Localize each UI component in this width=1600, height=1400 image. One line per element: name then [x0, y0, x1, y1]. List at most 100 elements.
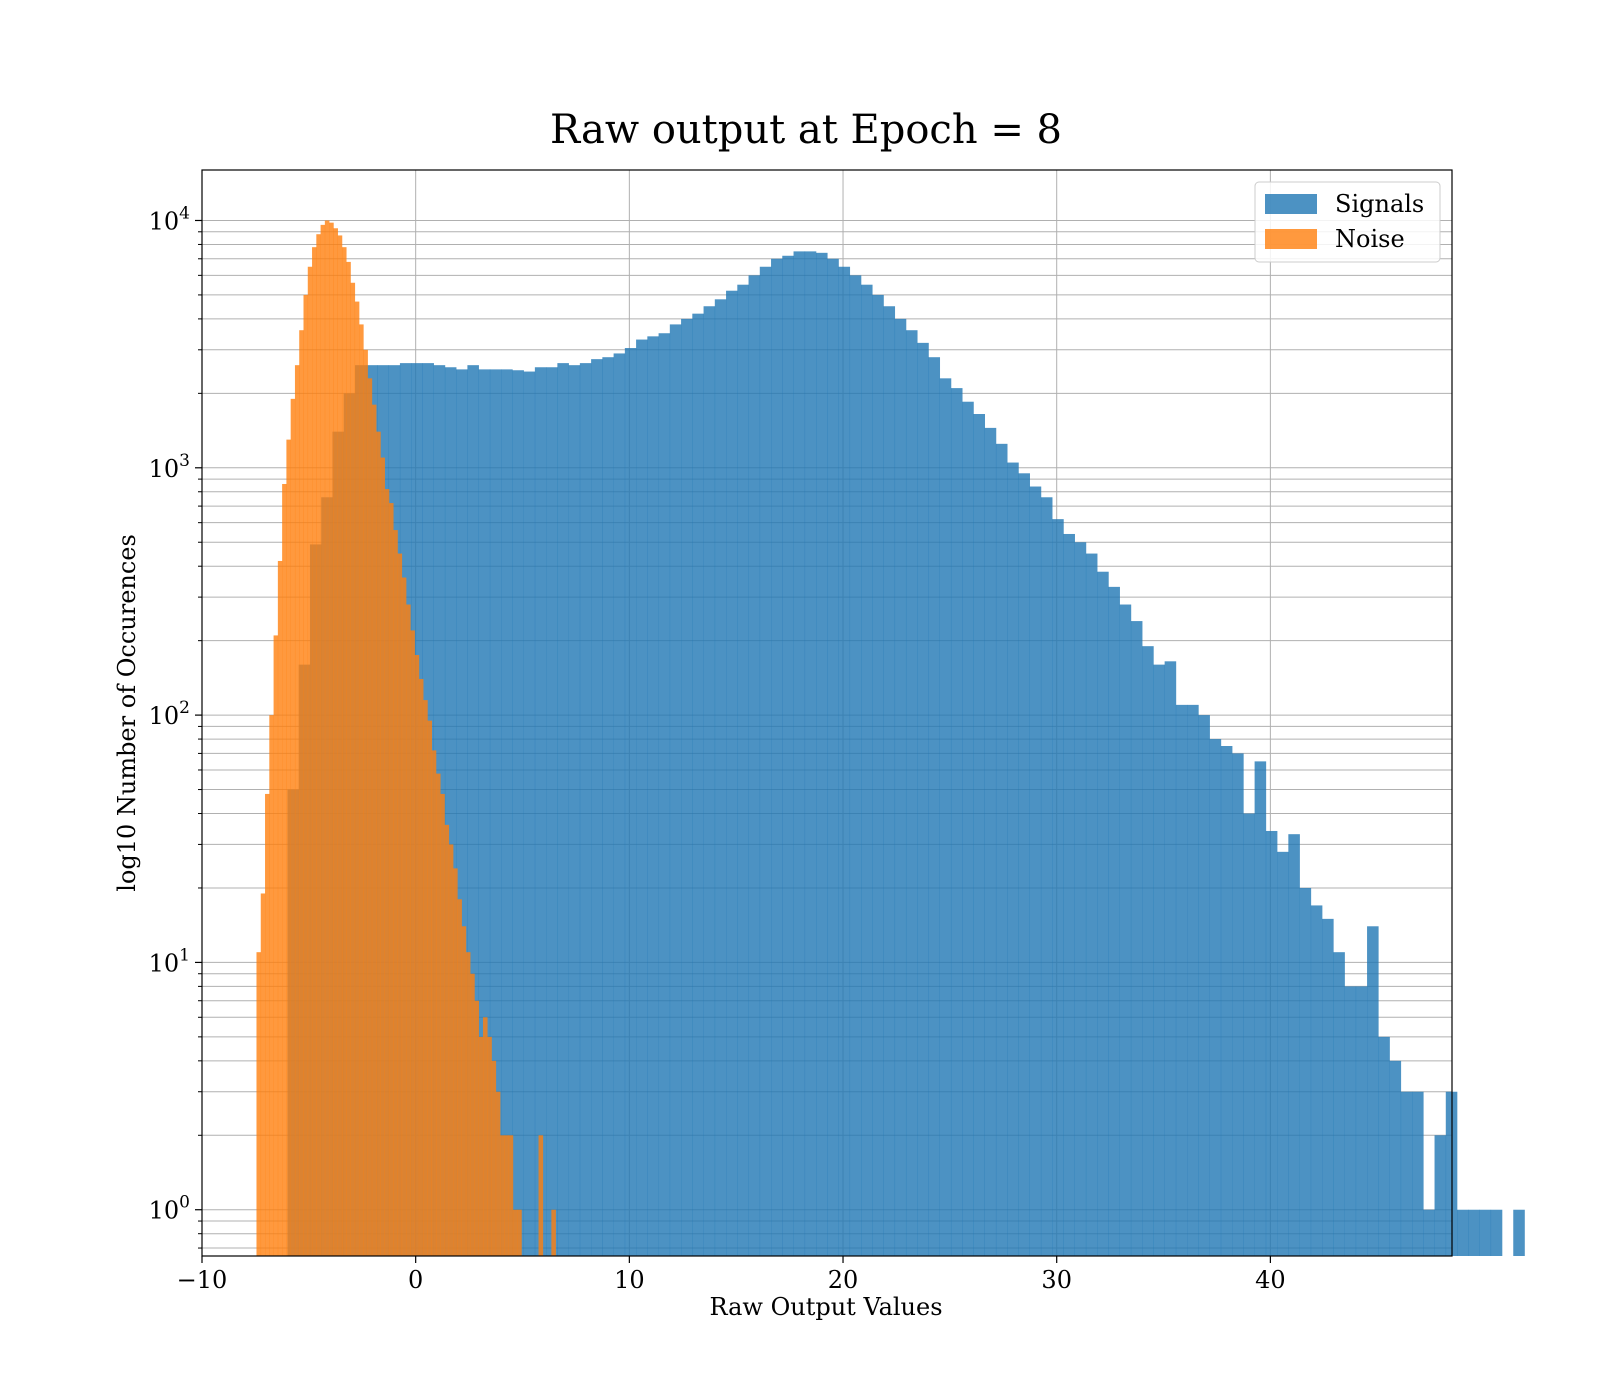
bar-signals [579, 363, 592, 1256]
bar-noise [453, 868, 458, 1256]
bar-noise [517, 1209, 522, 1256]
bar-signals [1220, 746, 1233, 1256]
bar-noise [376, 431, 381, 1257]
bar-signals [793, 251, 806, 1256]
bar-signals [1389, 1060, 1402, 1256]
bar-noise [410, 630, 415, 1256]
bar-signals [1344, 986, 1357, 1256]
bar-signals [647, 336, 659, 1256]
bar-signals [737, 284, 749, 1256]
bar-noise [465, 952, 471, 1256]
bar-noise [380, 457, 385, 1257]
bar-signals [1175, 704, 1188, 1256]
bar-signals [534, 367, 547, 1256]
bar-signals [995, 443, 1008, 1256]
bar-signals [1130, 621, 1143, 1256]
bar-signals [557, 363, 569, 1256]
bar-noise [508, 1135, 514, 1256]
legend-label-signals: Signals [1335, 190, 1424, 218]
bar-signals [444, 367, 457, 1256]
bar-noise [427, 720, 433, 1256]
bar-noise [256, 952, 262, 1256]
bar-signals [1209, 739, 1222, 1256]
bar-signals [726, 290, 738, 1257]
bar-noise [359, 324, 364, 1257]
bar-signals [1277, 851, 1289, 1256]
bar-signals [939, 378, 952, 1256]
bar-signals [467, 365, 479, 1256]
bar-signals [962, 401, 974, 1256]
bar-signals [1490, 1209, 1503, 1256]
bar-signals [456, 369, 468, 1257]
x-tick-label: 10 [614, 1266, 645, 1294]
bar-noise [341, 247, 347, 1257]
bar-signals [973, 414, 986, 1257]
bar-signals [658, 333, 671, 1257]
bar-signals [1367, 926, 1379, 1256]
bar-signals [861, 284, 873, 1256]
bar-noise [461, 926, 467, 1256]
bar-noise [431, 750, 437, 1256]
bar-noise [363, 349, 368, 1256]
histogram-bars [256, 220, 1525, 1257]
bar-signals [1187, 704, 1199, 1256]
bar-signals [849, 275, 862, 1256]
bar-signals [1434, 1135, 1447, 1256]
bar-signals [905, 330, 918, 1256]
bar-signals [771, 258, 783, 1256]
bar-signals [1468, 1209, 1480, 1256]
bar-noise [551, 1209, 556, 1256]
bar-noise [265, 793, 270, 1256]
bar-signals [838, 266, 851, 1257]
bar-signals [748, 275, 761, 1256]
bar-signals [1029, 486, 1042, 1256]
bar-noise [294, 365, 300, 1256]
bar-noise [333, 228, 338, 1256]
bar-noise [512, 1209, 518, 1256]
bar-signals [546, 367, 558, 1256]
bar-signals [478, 369, 491, 1257]
bar-signals [1198, 715, 1210, 1256]
bar-signals [782, 255, 794, 1256]
bar-signals [804, 251, 817, 1256]
bar-signals [1400, 1091, 1413, 1256]
bar-signals [1265, 830, 1278, 1256]
bar-signals [591, 359, 603, 1256]
bar-noise [414, 654, 420, 1256]
legend: Signals Noise [1254, 181, 1441, 263]
bar-signals [692, 313, 704, 1256]
bar-signals [1322, 918, 1334, 1256]
bar-signals [1097, 571, 1109, 1256]
bar-noise [312, 247, 317, 1257]
bar-signals [602, 357, 614, 1256]
bar-signals [1052, 519, 1064, 1256]
bar-signals [827, 258, 839, 1256]
bar-signals [1119, 604, 1132, 1256]
bar-noise [397, 553, 403, 1256]
bar-signals [1108, 586, 1120, 1256]
x-tick-label: 40 [1255, 1266, 1286, 1294]
bar-noise [371, 404, 377, 1257]
bar-noise [290, 398, 296, 1256]
bar-signals [523, 371, 536, 1256]
bar-noise [384, 489, 390, 1256]
bar-noise [487, 1036, 492, 1256]
bar-noise [474, 1000, 480, 1256]
bar-noise [273, 635, 279, 1256]
bar-signals [928, 357, 941, 1256]
bar-signals [703, 306, 716, 1256]
bar-signals [1085, 553, 1098, 1256]
bar-signals [1007, 462, 1019, 1256]
bar-noise [491, 1060, 497, 1256]
bar-signals [1333, 952, 1345, 1256]
bar-signals [613, 353, 626, 1256]
bar-noise [393, 530, 398, 1256]
bar-noise [350, 282, 356, 1256]
bar-noise [299, 330, 304, 1256]
y-tick-label: 102 [149, 698, 190, 730]
bar-noise [406, 604, 411, 1256]
bar-noise [448, 844, 454, 1256]
bar-signals [669, 324, 682, 1257]
